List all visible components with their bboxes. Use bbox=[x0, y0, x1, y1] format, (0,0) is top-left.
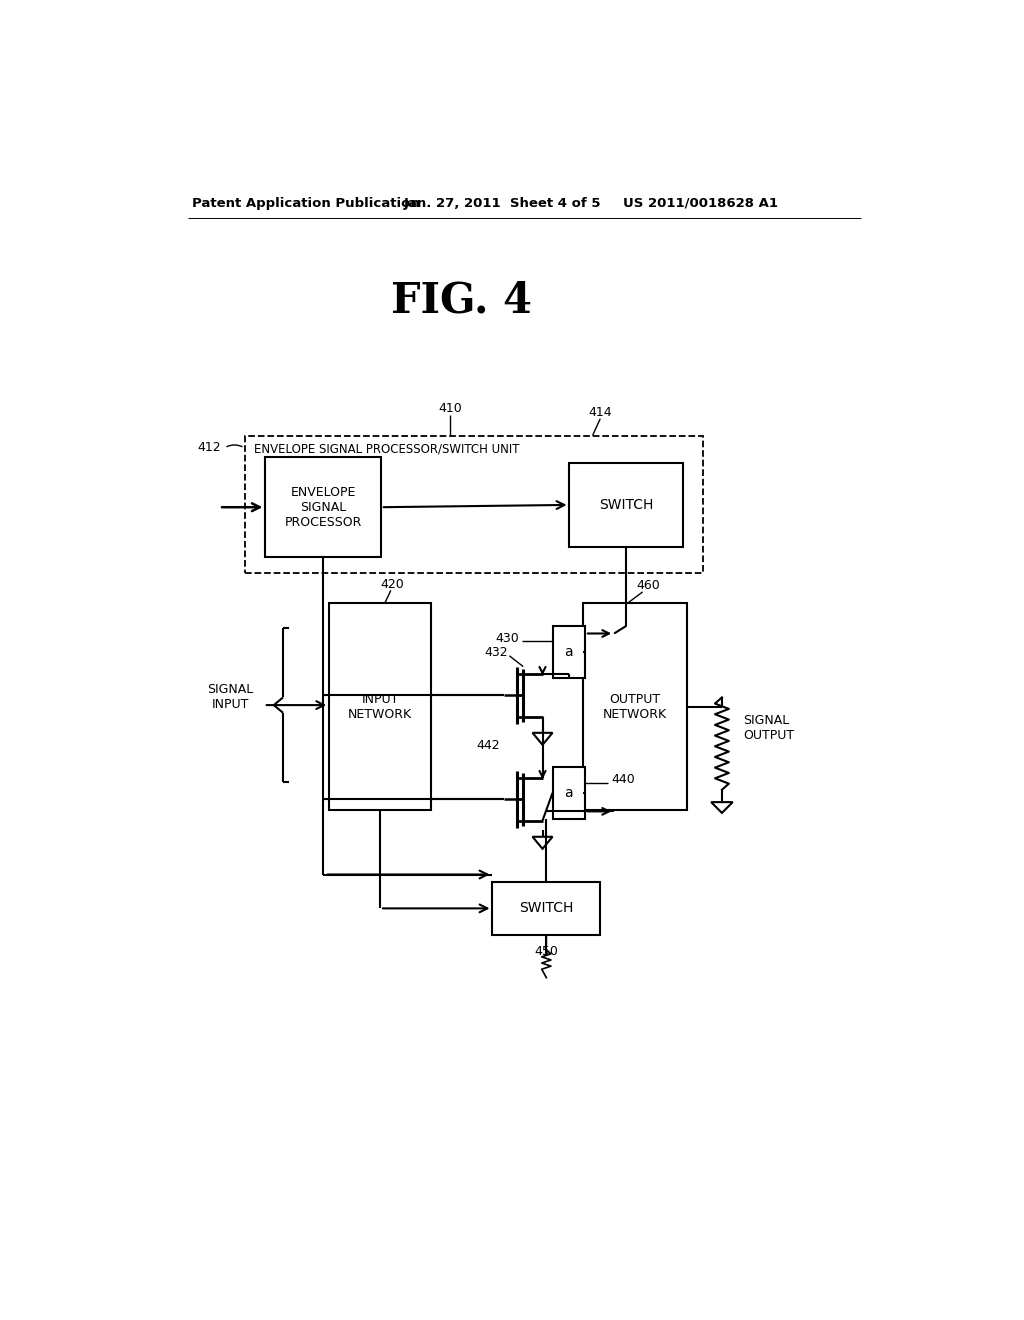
Text: Jan. 27, 2011  Sheet 4 of 5: Jan. 27, 2011 Sheet 4 of 5 bbox=[403, 197, 601, 210]
Polygon shape bbox=[532, 733, 553, 744]
Bar bbox=[330, 603, 431, 810]
Text: 430: 430 bbox=[496, 631, 519, 644]
Text: 414: 414 bbox=[589, 407, 612, 418]
Text: 440: 440 bbox=[611, 774, 636, 787]
Polygon shape bbox=[711, 803, 733, 813]
Bar bbox=[553, 767, 585, 818]
Text: INPUT
NETWORK: INPUT NETWORK bbox=[348, 693, 412, 721]
Text: 420: 420 bbox=[381, 578, 404, 591]
Text: OUTPUT
NETWORK: OUTPUT NETWORK bbox=[602, 693, 667, 721]
Text: Patent Application Publication: Patent Application Publication bbox=[193, 197, 420, 210]
Polygon shape bbox=[532, 837, 553, 849]
Text: SWITCH: SWITCH bbox=[519, 902, 573, 915]
Bar bbox=[265, 457, 381, 557]
Text: 412: 412 bbox=[198, 441, 221, 454]
Bar bbox=[583, 603, 686, 810]
Bar bbox=[493, 882, 600, 935]
Text: US 2011/0018628 A1: US 2011/0018628 A1 bbox=[624, 197, 778, 210]
Text: a: a bbox=[564, 785, 573, 800]
Text: a: a bbox=[564, 645, 573, 659]
Text: SIGNAL
OUTPUT: SIGNAL OUTPUT bbox=[743, 714, 795, 742]
Text: 450: 450 bbox=[535, 945, 558, 958]
Text: SIGNAL
INPUT: SIGNAL INPUT bbox=[208, 684, 254, 711]
Text: FIG. 4: FIG. 4 bbox=[391, 280, 532, 322]
Text: 442: 442 bbox=[477, 739, 501, 751]
Text: 432: 432 bbox=[484, 647, 508, 659]
Text: 460: 460 bbox=[636, 579, 659, 593]
Text: ENVELOPE SIGNAL PROCESSOR/SWITCH UNIT: ENVELOPE SIGNAL PROCESSOR/SWITCH UNIT bbox=[254, 442, 519, 455]
Text: ENVELOPE
SIGNAL
PROCESSOR: ENVELOPE SIGNAL PROCESSOR bbox=[285, 486, 361, 529]
Text: SWITCH: SWITCH bbox=[599, 498, 653, 512]
Text: 410: 410 bbox=[438, 403, 462, 416]
Bar bbox=[569, 462, 683, 548]
Bar bbox=[553, 626, 585, 678]
Bar bbox=[245, 436, 702, 573]
